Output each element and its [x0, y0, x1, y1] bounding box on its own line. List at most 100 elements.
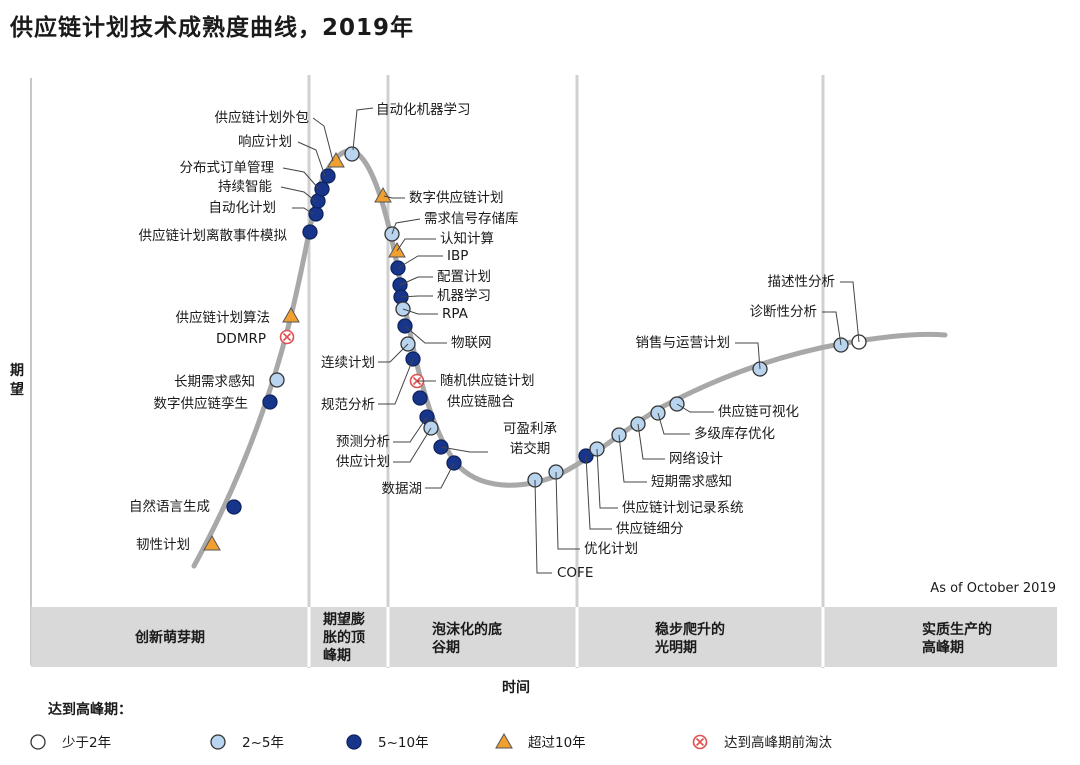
tech-label: 随机供应链计划 — [440, 372, 535, 389]
tech-label: 数字供应链计划 — [409, 189, 504, 206]
tech-label: 物联网 — [451, 335, 492, 351]
tech-label: IBP — [447, 248, 468, 264]
phase-label: 稳步爬升的 — [655, 621, 725, 638]
tech-marker-triangle — [282, 306, 300, 323]
tech-label: 供应链可视化 — [718, 403, 799, 420]
legend-item: 达到高峰期前淘汰 — [692, 734, 832, 751]
phase-band — [31, 607, 1057, 667]
tech-label: DDMRP — [216, 331, 266, 347]
label-leader-line — [393, 416, 428, 443]
legend-label: 达到高峰期前淘汰 — [724, 734, 832, 751]
legend-item: 2~5年 — [210, 734, 284, 751]
legend-label: 5~10年 — [378, 735, 429, 751]
tech-marker-dark — [226, 499, 242, 515]
phase-label: 胀的顶 — [323, 629, 365, 646]
tech-label: 连续计划 — [321, 355, 375, 371]
legend-symbol-obsolete — [692, 734, 708, 750]
tech-label: 持续智能 — [218, 179, 272, 195]
label-leader-line — [282, 167, 320, 190]
tech-label: RPA — [442, 306, 469, 322]
as-of-note: As of October 2019 — [930, 581, 1056, 596]
tech-label: 供应链计划外包 — [215, 109, 310, 126]
phase-label: 光明期 — [654, 639, 697, 656]
tech-label: 配置计划 — [437, 269, 491, 285]
phase-label: 高峰期 — [922, 639, 964, 656]
label-leader-line — [735, 342, 761, 370]
tech-label: 优化计划 — [584, 541, 638, 557]
tech-label: 供应链计划记录系统 — [622, 499, 744, 516]
label-leader-line — [312, 117, 334, 162]
label-leader-line — [393, 427, 432, 463]
label-leader-line — [391, 218, 421, 235]
tech-label: 描述性分析 — [768, 274, 836, 290]
legend-symbol-white — [30, 734, 46, 750]
tech-label: 韧性计划 — [136, 537, 190, 553]
tech-marker-dark — [412, 390, 428, 406]
label-leader-line — [383, 195, 405, 199]
tech-label: 可盈利承 — [503, 421, 557, 437]
tech-marker-triangle — [374, 186, 392, 203]
tech-label: 机器学习 — [437, 288, 491, 304]
y-axis-label: 望 — [10, 381, 24, 398]
y-axis-label: 期 — [10, 363, 24, 379]
page-title: 供应链计划技术成熟度曲线，2019年 — [10, 15, 415, 41]
tech-label: 网络设计 — [669, 451, 723, 467]
tech-marker-dark — [262, 394, 278, 410]
phase-label: 泡沫化的底 — [432, 621, 502, 638]
label-leader-line — [585, 455, 612, 530]
label-leader-line — [637, 423, 665, 460]
label-leader-line — [596, 448, 618, 509]
tech-label: 分布式订单管理 — [180, 160, 275, 176]
tech-marker-dark — [314, 181, 330, 197]
label-leader-line — [657, 412, 690, 435]
phase-label: 实质生产的 — [922, 621, 992, 638]
tech-label: 自动化计划 — [209, 200, 277, 216]
label-leader-line — [404, 325, 447, 344]
x-axis-label: 时间 — [502, 679, 530, 696]
tech-label: 供应链计划算法 — [176, 309, 271, 326]
tech-marker-triangle — [203, 534, 221, 551]
phase-label: 谷期 — [432, 640, 460, 656]
tech-label: 数据湖 — [382, 481, 423, 497]
tech-marker-dark — [302, 224, 318, 240]
tech-label: 多级库存优化 — [694, 425, 775, 442]
tech-label: 自然语言生成 — [129, 498, 210, 515]
label-leader-line — [292, 207, 314, 215]
legend-symbol-dark — [346, 734, 362, 750]
tech-label: 销售与运营计划 — [636, 335, 731, 351]
tech-label: 供应链计划离散事件模拟 — [139, 227, 288, 244]
tech-marker-triangle — [388, 241, 406, 258]
label-leader-line — [555, 471, 580, 550]
tech-marker-dark — [308, 206, 324, 222]
tech-marker-light — [269, 372, 285, 388]
legend-item: 少于2年 — [30, 734, 111, 751]
tech-marker-light — [344, 146, 360, 162]
legend-label: 少于2年 — [62, 735, 111, 751]
tech-label: 长期需求感知 — [174, 373, 255, 390]
tech-label: 供应链融合 — [447, 393, 515, 410]
label-leader-line — [400, 295, 433, 298]
tech-label: 供应计划 — [336, 453, 390, 470]
tech-marker-obsolete — [279, 329, 295, 345]
label-leader-line — [280, 186, 316, 202]
label-leader-line — [396, 238, 436, 252]
legend-label: 2~5年 — [242, 735, 284, 751]
label-leader-line — [676, 403, 714, 413]
tech-label: 供应链细分 — [616, 520, 684, 537]
label-leader-line — [297, 141, 326, 177]
label-leader-line — [378, 358, 414, 405]
label-leader-line — [399, 276, 433, 286]
tech-label: 短期需求感知 — [651, 473, 732, 490]
legend-item: 5~10年 — [346, 734, 429, 751]
legend-item: 超过10年 — [495, 732, 586, 751]
tech-label: 规范分析 — [321, 397, 375, 413]
tech-label: 预测分析 — [336, 434, 390, 450]
tech-label: 诺交期 — [510, 440, 551, 457]
phase-label: 峰期 — [323, 647, 351, 664]
tech-label: 自动化机器学习 — [376, 102, 471, 118]
tech-marker-dark — [320, 168, 336, 184]
phase-label: 期望膨 — [323, 611, 365, 628]
label-leader-line — [822, 311, 842, 346]
label-leader-line — [402, 308, 438, 315]
